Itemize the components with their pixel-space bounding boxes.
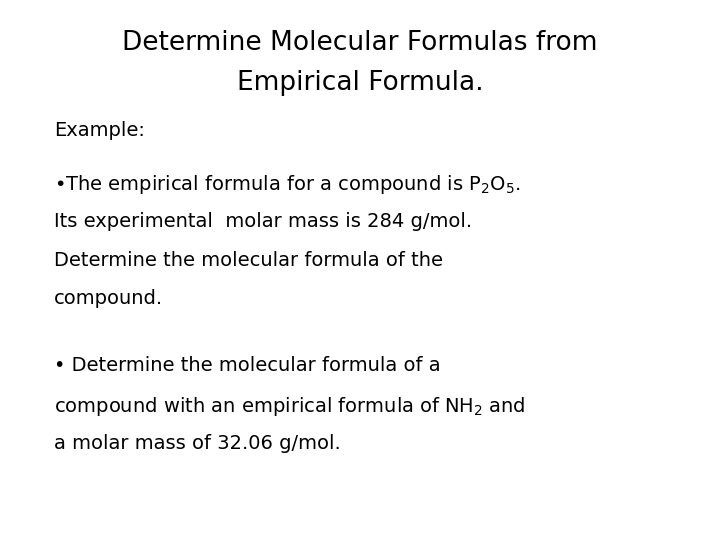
Text: Its experimental  molar mass is 284 g/mol.: Its experimental molar mass is 284 g/mol… xyxy=(54,212,472,231)
Text: a molar mass of 32.06 g/mol.: a molar mass of 32.06 g/mol. xyxy=(54,434,341,453)
Text: • Determine the molecular formula of a: • Determine the molecular formula of a xyxy=(54,356,441,375)
Text: Empirical Formula.: Empirical Formula. xyxy=(237,70,483,96)
Text: Example:: Example: xyxy=(54,122,145,140)
Text: compound.: compound. xyxy=(54,289,163,308)
Text: •The empirical formula for a compound is P$_2$O$_5$.: •The empirical formula for a compound is… xyxy=(54,173,521,196)
Text: Determine Molecular Formulas from: Determine Molecular Formulas from xyxy=(122,30,598,56)
Text: Determine the molecular formula of the: Determine the molecular formula of the xyxy=(54,251,443,269)
Text: compound with an empirical formula of NH$_2$ and: compound with an empirical formula of NH… xyxy=(54,395,526,418)
